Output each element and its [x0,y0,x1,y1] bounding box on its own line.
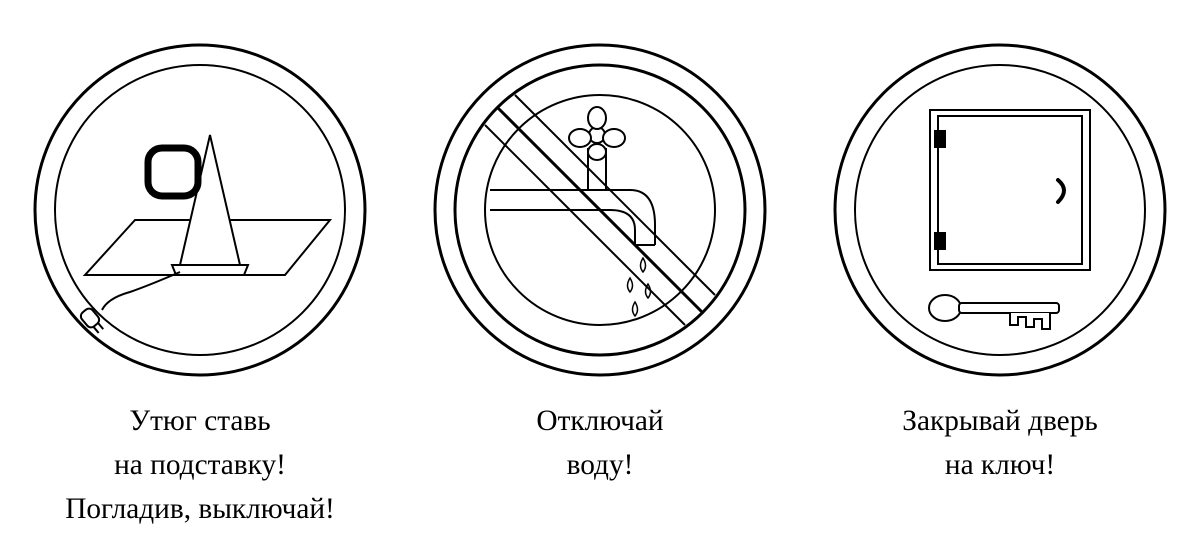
caption-line: на ключ! [902,444,1098,488]
caption-line: Погладив, выключай! [65,488,335,532]
caption-line: Утюг ставь [65,400,335,444]
water-tap-icon [430,40,770,380]
caption-line: воду! [536,444,663,488]
sign-caption: Утюг ставь на подставку! Погладив, выклю… [65,400,335,532]
safety-sign-iron: Утюг ставь на подставку! Погладив, выклю… [10,40,390,532]
door-key-icon [830,40,1170,380]
caption-line: Закрывай дверь [902,400,1098,444]
sign-caption: Отключай воду! [536,400,663,488]
iron-icon [30,40,370,380]
safety-sign-water: Отключай воду! [410,40,790,488]
sign-circle [830,40,1170,380]
sign-circle [30,40,370,380]
caption-line: на подставку! [65,444,335,488]
sign-caption: Закрывай дверь на ключ! [902,400,1098,488]
caption-line: Отключай [536,400,663,444]
safety-sign-door: Закрывай дверь на ключ! [810,40,1190,488]
sign-circle [430,40,770,380]
